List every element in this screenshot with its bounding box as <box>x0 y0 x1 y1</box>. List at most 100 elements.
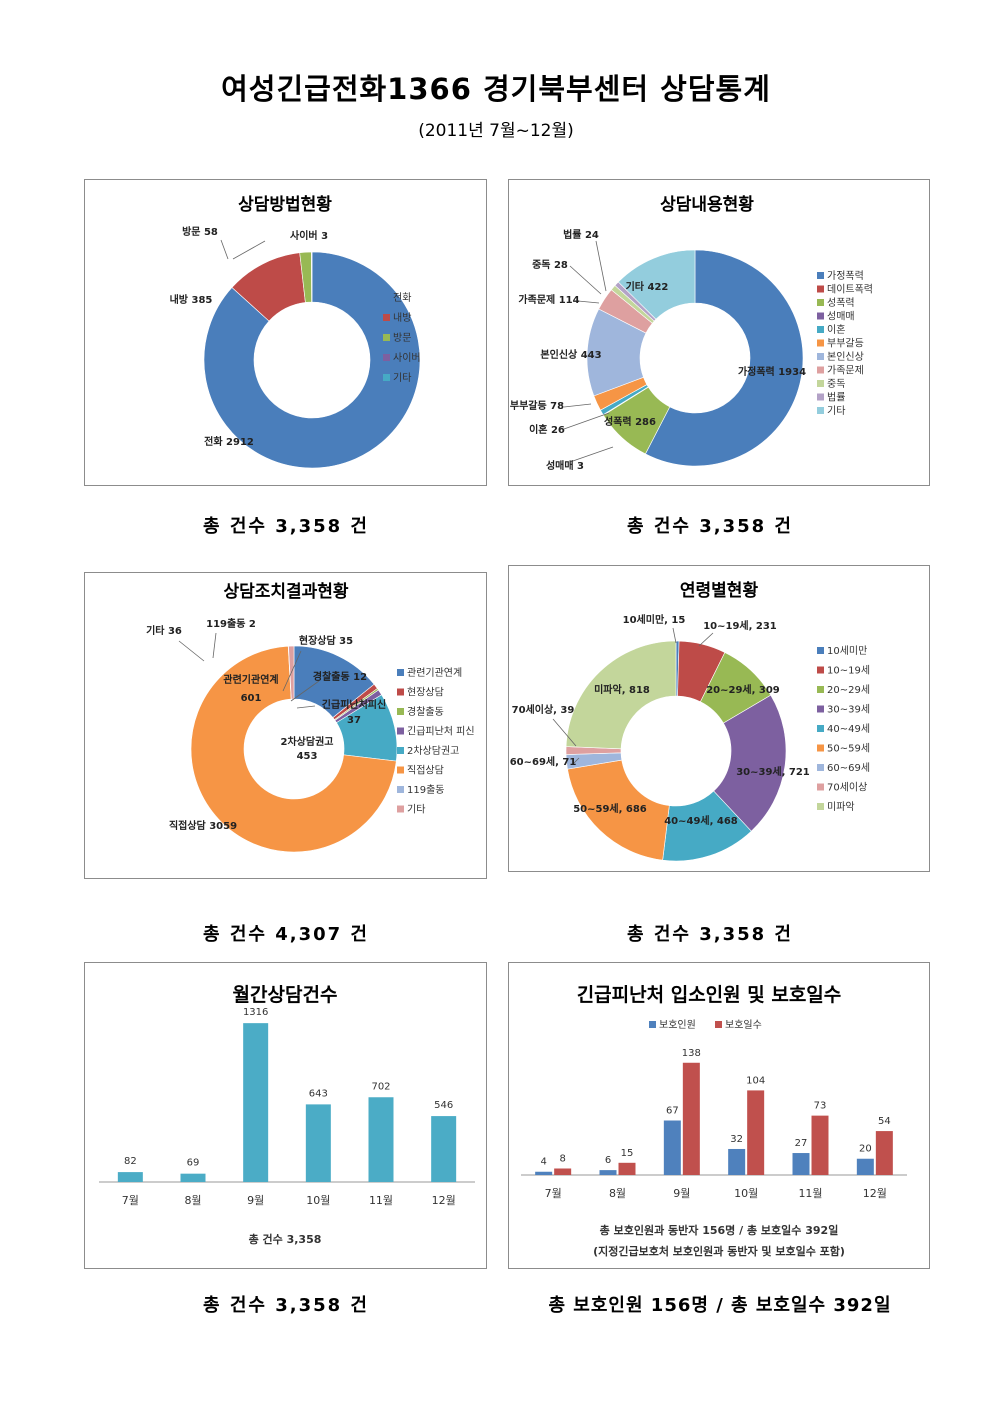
chart-content: 상담내용현황가정폭력데이트폭력성폭력성매매이혼부부갈등본인신상가족문제중독법률기… <box>510 195 873 472</box>
caption-age: 총 건수 3,358 건 <box>627 924 793 945</box>
legend-swatch-법률 <box>817 393 824 401</box>
x-tick-11월: 11월 <box>369 1194 393 1207</box>
x-tick-9월: 9월 <box>247 1194 264 1207</box>
legend-swatch-미파악 <box>817 803 824 810</box>
chart-note-1: 총 보호인원과 동반자 156명 / 총 보호일수 392일 <box>600 1223 839 1237</box>
legend-swatch-기타 <box>383 374 390 381</box>
bar-value-10월: 643 <box>309 1088 328 1099</box>
chart-panel-content: 상담내용현황 가정폭력 데이트폭력 성폭력 성매매 이혼 부부갈등 본인신상 가족문제 중독 법률 기… <box>508 179 930 486</box>
data-label-성매매-3: 성매매 3 <box>546 459 584 472</box>
data-label-미파악-818: 미파악, 818 <box>594 683 650 696</box>
leader-line <box>698 632 714 647</box>
bar-보호인원-7월 <box>535 1171 553 1175</box>
slice-전화 <box>203 251 421 469</box>
data-label-70세이상-39: 70세이상, 39 <box>512 703 575 716</box>
chart-panel-age: 연령별현황 10세미만 10~19세 20~29세 30~39세 40~49세 50~59세… <box>508 565 930 872</box>
bar-7월 <box>117 1172 143 1182</box>
legend-label-본인신상: 본인신상 <box>827 351 864 363</box>
legend-swatch-40-49세 <box>817 725 824 732</box>
chart-note-2: (지정긴급보호처 보호인원과 동반자 및 보호일수 포함) <box>593 1244 845 1258</box>
bar-value-8월: 69 <box>187 1158 200 1169</box>
legend-label-이혼: 이혼 <box>827 323 845 336</box>
legend-label-부부갈등: 부부갈등 <box>827 337 864 350</box>
legend-swatch-2차상담권고 <box>397 747 404 754</box>
bar-보호일수-11월 <box>811 1115 829 1175</box>
bar-value-보호일수-11월: 73 <box>814 1101 827 1112</box>
bar-value-보호일수-8월: 15 <box>621 1148 634 1159</box>
legend-label-60-69세: 60~69세 <box>827 762 870 774</box>
leader-line <box>577 300 600 304</box>
leader-line <box>672 627 677 644</box>
bar-value-보호일수-7월: 8 <box>559 1153 565 1164</box>
bar-value-12월: 546 <box>434 1100 453 1111</box>
bar-보호일수-9월 <box>682 1062 700 1175</box>
leader-line <box>282 650 302 692</box>
legend-swatch-10세미만 <box>817 647 824 654</box>
x-tick-8월: 8월 <box>184 1194 201 1207</box>
legend-swatch-가족문제 <box>817 366 824 374</box>
chart-note: 총 건수 3,358 <box>249 1232 322 1246</box>
leader-line <box>573 757 580 764</box>
data-label-40-49세-468: 40~49세, 468 <box>664 814 738 827</box>
slice-기타 <box>617 249 696 320</box>
legend-label-가족문제: 가족문제 <box>827 365 864 377</box>
legend-swatch-성폭력 <box>817 299 824 306</box>
bar-value-보호인원-9월: 67 <box>666 1106 679 1117</box>
legend-label-방문: 방문 <box>393 332 411 344</box>
legend-label-40-49세: 40~49세 <box>827 723 870 735</box>
leader-line <box>296 705 316 709</box>
legend-swatch-성매매 <box>817 312 824 320</box>
caption-result: 총 건수 4,307 건 <box>203 924 369 945</box>
data-label-내방-385: 내방 385 <box>170 293 213 306</box>
legend-swatch-이혼 <box>817 326 824 333</box>
x-tick-7월: 7월 <box>122 1194 139 1207</box>
bar-value-11월: 702 <box>371 1081 390 1092</box>
legend-label-현장상담: 현장상담 <box>407 687 444 699</box>
legend-label-성폭력: 성폭력 <box>827 297 855 309</box>
bar-10월 <box>305 1104 331 1182</box>
x-tick-7월: 7월 <box>545 1187 562 1200</box>
data-label-방문-58: 방문 58 <box>182 225 218 238</box>
caption-content: 총 건수 3,358 건 <box>627 516 793 537</box>
chart-title: 상담방법현황 <box>238 195 332 215</box>
leader-line <box>569 446 614 463</box>
legend-swatch-30-39세 <box>817 705 824 713</box>
legend-label-전화: 전화 <box>393 292 411 304</box>
bar-value-7월: 82 <box>124 1156 137 1167</box>
legend-swatch-119출동 <box>397 786 404 793</box>
data-label-가족문제-114: 가족문제 114 <box>518 293 579 306</box>
data-label-기타-36: 기타 36 <box>146 624 182 637</box>
bar-보호일수-8월 <box>618 1162 636 1175</box>
leader-line <box>220 239 229 260</box>
slice-사이버 <box>311 251 313 303</box>
legend-swatch-경찰출동 <box>397 708 404 715</box>
legend-swatch-10-19세 <box>817 666 824 674</box>
bar-8월 <box>180 1173 206 1182</box>
data-label-이혼-26: 이혼 26 <box>529 423 565 436</box>
bar-보호일수-7월 <box>554 1168 572 1175</box>
legend-swatch-데이트폭력 <box>817 285 824 293</box>
data-label-기타-422: 기타 422 <box>626 280 669 293</box>
caption-method: 총 건수 3,358 건 <box>203 516 369 537</box>
legend-label-가정폭력: 가정폭력 <box>827 270 864 282</box>
legend-label-직접상담: 직접상담 <box>407 765 444 777</box>
bar-보호인원-11월 <box>792 1153 810 1175</box>
legend-label-긴급피난처-피신: 긴급피난처 피신 <box>407 726 475 738</box>
leader-line <box>563 403 592 408</box>
chart-title: 상담조치결과현황 <box>223 582 348 602</box>
bar-value-보호일수-10월: 104 <box>746 1075 765 1086</box>
bar-보호일수-10월 <box>747 1090 765 1175</box>
data-label-관련기관연계: 관련기관연계 <box>223 673 278 686</box>
chart-monthly: 월간상담건수 82 7월 69 8월 1316 9월 643 10월 702 11월 546 12월총 … <box>99 984 475 1246</box>
legend-swatch-중독 <box>817 380 824 387</box>
bar-보호인원-12월 <box>856 1158 874 1175</box>
leader-line <box>552 718 577 747</box>
data-label-20-29세-309: 20~29세, 309 <box>706 683 780 696</box>
data-label-경찰출동-12: 경찰출동 12 <box>313 670 367 683</box>
chart-panel-method: 상담방법현황 전화 내방 방문 사이버 기타 전화 2912 내방 385 방문 58 사이버 3 <box>84 179 487 486</box>
bar-보호인원-10월 <box>728 1148 746 1175</box>
legend-label-30-39세: 30~39세 <box>827 704 870 716</box>
bar-보호일수-12월 <box>875 1131 893 1175</box>
data-label-직접상담-3059: 직접상담 3059 <box>169 819 237 832</box>
